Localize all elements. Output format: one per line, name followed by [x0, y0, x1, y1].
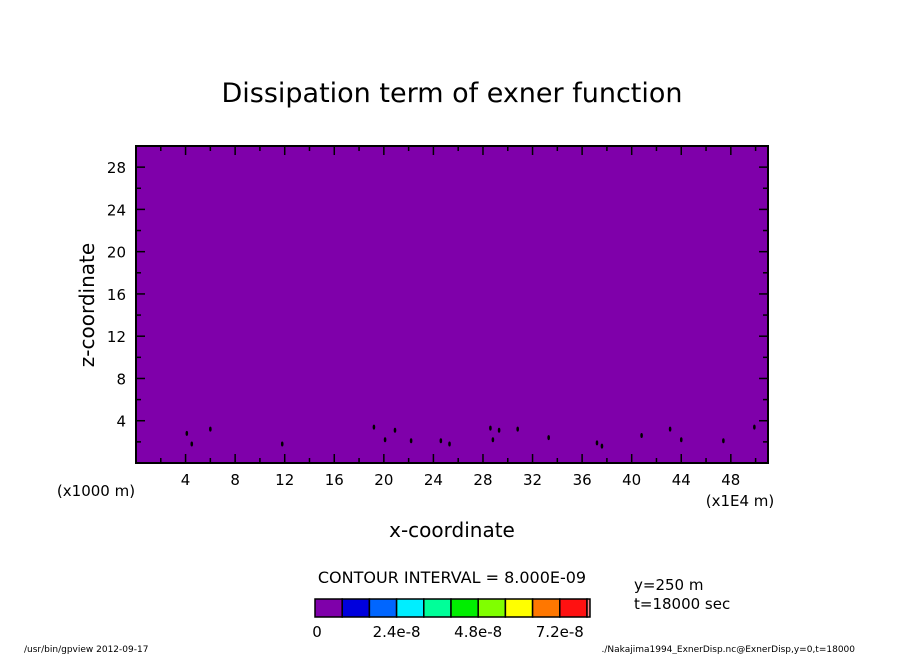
- colorbar-swatch: [477, 598, 507, 618]
- contour-speck: [668, 426, 672, 432]
- contour-speck: [280, 441, 284, 447]
- y-axis-label: z-coordinate: [75, 243, 99, 367]
- contour-speck: [383, 437, 387, 443]
- x-tick-label: 36: [573, 471, 592, 489]
- contour-speck: [190, 441, 194, 447]
- contour-speck: [409, 438, 413, 444]
- y-tick-label: 24: [107, 201, 126, 219]
- plot-frame: [135, 145, 769, 464]
- y-tick-label: 4: [116, 413, 126, 431]
- contour-speck: [439, 438, 443, 444]
- contour-speck: [448, 441, 451, 447]
- chart-title: Dissipation term of exner function: [221, 78, 682, 109]
- x-axis-label: x-coordinate: [389, 518, 515, 542]
- colorbar-swatch: [368, 598, 398, 618]
- colorbar: 0 2.4e-8 4.8e-8 7.2e-8: [312, 598, 591, 641]
- x-tick-label: 8: [230, 471, 240, 489]
- colorbar-tick-label: 4.8e-8: [454, 623, 502, 641]
- contour-speck: [679, 437, 683, 443]
- colorbar-swatch: [531, 598, 561, 618]
- x-unit-label: (x1E4 m): [706, 492, 775, 510]
- colorbar-tick-label: 7.2e-8: [536, 623, 584, 641]
- colorbar-swatch: [314, 598, 343, 618]
- source-label: ./Nakajima1994_ExnerDisp.nc@ExnerDisp,y=…: [602, 645, 856, 654]
- contour-speck: [489, 425, 492, 431]
- colorbar-swatch: [586, 598, 591, 618]
- x-tick-label: 32: [523, 471, 542, 489]
- contour-speck: [393, 427, 397, 433]
- x-tick-label: 48: [721, 471, 740, 489]
- contour-speck: [722, 438, 725, 444]
- contour-speck: [185, 430, 189, 436]
- y-tick-label: 20: [107, 244, 126, 262]
- colorbar-swatch: [504, 598, 534, 618]
- x-tick-label: 12: [275, 471, 294, 489]
- x-tick-label: 28: [473, 471, 492, 489]
- y-unit-label: (x1000 m): [57, 482, 135, 500]
- contour-speck: [491, 437, 495, 443]
- contour-speck: [640, 433, 643, 439]
- y-tick-label: 28: [107, 159, 126, 177]
- contour-speck: [547, 435, 550, 441]
- field-fill: [136, 146, 768, 463]
- program-label: /usr/bin/gpview 2012-09-17: [24, 645, 148, 654]
- legend-title: CONTOUR INTERVAL = 8.000E-09: [318, 568, 586, 587]
- y-tick-label: 12: [107, 328, 126, 346]
- colorbar-tick-label: 2.4e-8: [373, 623, 421, 641]
- colorbar-swatch: [395, 598, 425, 618]
- y-tick-label: 16: [107, 286, 126, 304]
- colorbar-swatch: [450, 598, 479, 618]
- colorbar-swatch: [559, 598, 588, 618]
- y-tick-label: 8: [116, 370, 126, 388]
- plot-area: [136, 146, 768, 463]
- time-label: t=18000 sec: [634, 595, 730, 613]
- x-tick-label: 40: [622, 471, 641, 489]
- contour-speck: [595, 440, 599, 446]
- contour-speck: [516, 426, 519, 432]
- contour-speck: [497, 427, 501, 433]
- x-tick-label: 44: [672, 471, 691, 489]
- x-tick-label: 4: [181, 471, 191, 489]
- contour-speck: [372, 424, 376, 430]
- contour-speck: [753, 424, 756, 430]
- y-slice-label: y=250 m: [634, 576, 703, 594]
- x-tick-label: 20: [374, 471, 393, 489]
- contour-speck: [600, 443, 604, 449]
- colorbar-tick-label: 0: [312, 623, 322, 641]
- x-tick-label: 24: [424, 471, 443, 489]
- x-tick-label: 16: [325, 471, 344, 489]
- colorbar-swatch: [423, 598, 452, 618]
- contour-speck: [209, 426, 212, 432]
- colorbar-swatch: [341, 598, 371, 618]
